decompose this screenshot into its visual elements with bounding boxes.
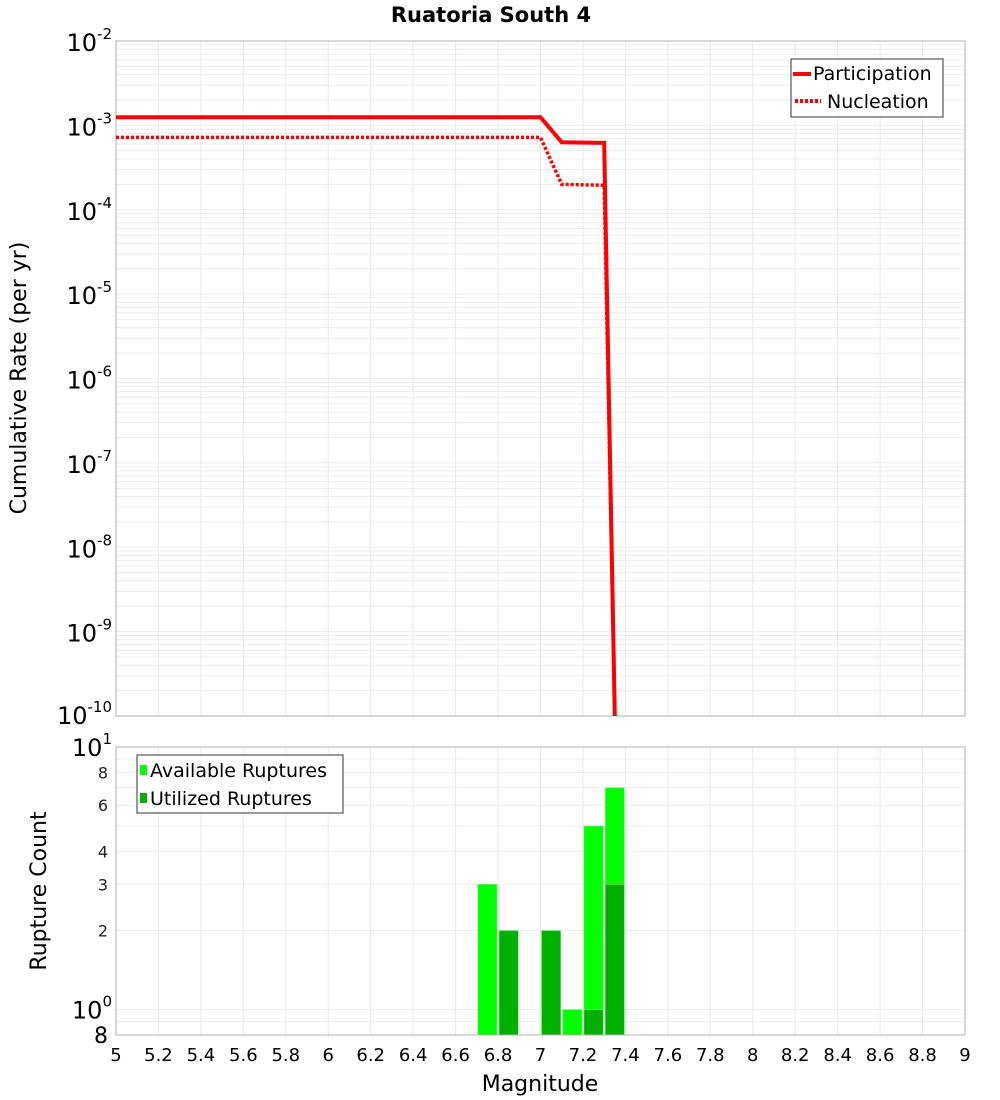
- legend-participation: Participation: [813, 63, 932, 85]
- svg-text:8.2: 8.2: [781, 1045, 810, 1066]
- svg-text:8: 8: [94, 1024, 108, 1049]
- svg-text:8.6: 8.6: [866, 1045, 895, 1066]
- svg-text:7.2: 7.2: [569, 1045, 598, 1066]
- top-plot-grid: [116, 41, 965, 716]
- legend-available: Available Ruptures: [150, 760, 327, 782]
- svg-text:6.4: 6.4: [399, 1045, 428, 1066]
- svg-text:5.2: 5.2: [144, 1045, 173, 1066]
- bottom-plot-bars: [478, 788, 625, 1035]
- svg-text:8.4: 8.4: [823, 1045, 852, 1066]
- svg-text:7.6: 7.6: [654, 1045, 683, 1066]
- top-legend: Participation Nucleation: [791, 59, 943, 117]
- svg-text:10-10: 10-10: [57, 698, 112, 730]
- svg-text:8: 8: [747, 1045, 758, 1066]
- svg-text:9: 9: [959, 1045, 970, 1066]
- x-axis-label: Magnitude: [482, 1072, 599, 1097]
- top-y-axis-ticks: 10-2 10-3 10-4 10-5 10-6 10-7 10-8 10-9 10-10: [57, 25, 112, 730]
- top-plot-lines: [116, 117, 615, 716]
- svg-text:5: 5: [110, 1045, 121, 1066]
- svg-text:10-5: 10-5: [66, 278, 112, 310]
- utilized-swatch-icon: [140, 793, 147, 803]
- bottom-legend: Available Ruptures Utilized Ruptures: [137, 755, 343, 813]
- svg-text:6.2: 6.2: [356, 1045, 385, 1066]
- svg-text:5.6: 5.6: [229, 1045, 258, 1066]
- svg-text:10-6: 10-6: [66, 363, 112, 395]
- available-swatch-icon: [140, 765, 147, 775]
- svg-text:3: 3: [98, 875, 108, 894]
- bottom-y-axis-ticks: 101100864328: [72, 730, 112, 1049]
- svg-text:10-3: 10-3: [66, 109, 112, 141]
- svg-text:5.4: 5.4: [187, 1045, 216, 1066]
- svg-text:8: 8: [98, 763, 108, 782]
- svg-text:7.8: 7.8: [696, 1045, 725, 1066]
- svg-text:2: 2: [98, 922, 108, 941]
- svg-text:10-4: 10-4: [66, 194, 112, 226]
- svg-text:10-7: 10-7: [66, 447, 112, 479]
- svg-text:7.4: 7.4: [611, 1045, 640, 1066]
- svg-text:6.8: 6.8: [484, 1045, 513, 1066]
- legend-nucleation: Nucleation: [827, 91, 929, 113]
- svg-text:7: 7: [535, 1045, 546, 1066]
- svg-text:10-8: 10-8: [66, 531, 112, 563]
- bottom-y-axis-label: Rupture Count: [27, 811, 52, 971]
- svg-text:6: 6: [323, 1045, 334, 1066]
- svg-text:10-2: 10-2: [66, 25, 112, 57]
- svg-text:100: 100: [72, 993, 112, 1025]
- svg-text:8.8: 8.8: [908, 1045, 937, 1066]
- svg-text:4: 4: [98, 842, 108, 861]
- legend-utilized: Utilized Ruptures: [150, 788, 312, 810]
- svg-text:6.6: 6.6: [441, 1045, 470, 1066]
- svg-text:5.8: 5.8: [271, 1045, 300, 1066]
- svg-text:10-9: 10-9: [66, 616, 112, 648]
- svg-text:6: 6: [98, 796, 108, 815]
- svg-text:101: 101: [72, 730, 112, 762]
- top-y-axis-label: Cumulative Rate (per yr): [7, 242, 32, 515]
- chart-canvas: Ruatoria South 4 10-210-310-410-510-610-…: [0, 0, 1000, 1100]
- x-axis-ticks: 5 5.2 5.4 5.6 5.8 6 6.2 6.4 6.6 6.8 7 7.2 7.4 7.6 7.8 8…: [110, 1045, 970, 1066]
- chart-title: Ruatoria South 4: [391, 3, 591, 27]
